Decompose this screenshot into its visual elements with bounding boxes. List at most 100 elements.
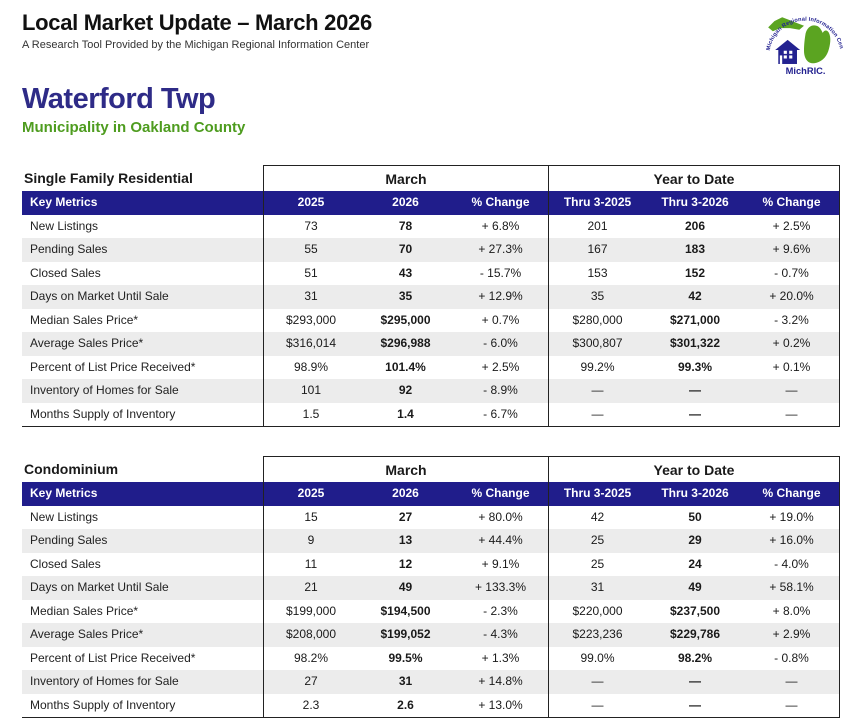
metric-value: - 6.7%: [483, 406, 518, 421]
metric-value: 42: [548, 505, 646, 529]
metric-value: - 6.0%: [453, 332, 548, 356]
metric-value: —: [744, 379, 840, 403]
metric-value: + 0.2%: [744, 332, 840, 356]
metric-value: - 4.0%: [744, 552, 840, 576]
metric-value: 1.4: [397, 406, 414, 421]
metric-value: $223,236: [548, 623, 646, 647]
table-section-title: Single Family Residential: [24, 170, 193, 186]
metric-value: - 0.7%: [744, 261, 840, 285]
michric-logo: Michigan Regional Information Center Mic…: [763, 0, 844, 78]
metric-value: + 9.6%: [744, 238, 840, 262]
metric-value: 49: [358, 576, 453, 600]
report-subtitle: A Research Tool Provided by the Michigan…: [22, 39, 370, 51]
metric-value: 51: [263, 261, 358, 285]
metric-value: 78: [398, 218, 413, 233]
metric-value: 70: [358, 238, 453, 262]
metric-value: + 27.3%: [453, 238, 548, 262]
metric-value: - 2.3%: [483, 603, 518, 618]
metric-value: + 44.4%: [453, 529, 548, 553]
metric-value: 31: [263, 285, 358, 309]
metric-value: $301,322: [646, 332, 744, 356]
metric-value: 2.6: [397, 697, 414, 712]
column-header-pct-change: % Change: [453, 482, 548, 506]
metric-value: —: [646, 379, 744, 403]
metric-value: —: [548, 402, 646, 426]
metric-label: Average Sales Price*: [22, 332, 263, 356]
metric-value: —: [744, 402, 840, 426]
metric-value: + 0.7%: [481, 312, 520, 327]
metric-value: 101.4%: [385, 359, 426, 374]
metric-value: —: [646, 670, 744, 694]
metric-value: $280,000: [548, 308, 646, 332]
metric-value: 99.5%: [388, 650, 423, 665]
metric-value: + 9.1%: [481, 556, 520, 571]
metric-value: 9: [263, 529, 358, 553]
metric-value: $199,000: [263, 599, 358, 623]
metric-value: 98.2%: [677, 650, 713, 665]
metric-value: 98.2%: [263, 646, 358, 670]
metric-value: $194,500: [380, 603, 431, 618]
metric-value: 152: [684, 265, 706, 280]
metric-value: 35: [548, 285, 646, 309]
metric-value: 15: [263, 505, 358, 529]
metric-label: Inventory of Homes for Sale: [22, 670, 263, 694]
municipality-subtitle: Municipality in Oakland County: [22, 119, 246, 136]
metric-value: $208,000: [263, 623, 358, 647]
metric-value: —: [548, 670, 646, 694]
metric-value: + 58.1%: [744, 576, 840, 600]
metric-value: 99.3%: [677, 359, 713, 374]
group-header-year-to-date: Year to Date: [548, 456, 840, 482]
metric-value: - 0.8%: [744, 646, 840, 670]
group-header-march: March: [263, 456, 548, 482]
metric-value: —: [548, 693, 646, 717]
metric-value: - 3.2%: [744, 308, 840, 332]
metric-label: Average Sales Price*: [22, 623, 263, 647]
report-title: Local Market Update – March 2026: [22, 10, 372, 35]
metric-value: + 19.0%: [744, 505, 840, 529]
metric-label: Percent of List Price Received*: [30, 359, 196, 374]
column-header-thru-2025: Thru 3-2025: [548, 191, 646, 215]
key-metrics-header: Key Metrics: [22, 482, 263, 506]
metric-value: $300,807: [548, 332, 646, 356]
metric-value: $237,500: [669, 603, 721, 618]
metric-value: 13: [358, 529, 453, 553]
metric-label: Percent of List Price Received*: [30, 650, 196, 665]
metric-value: 183: [646, 238, 744, 262]
metric-value: + 80.0%: [478, 509, 523, 524]
metric-label: Months Supply of Inventory: [30, 406, 176, 421]
metric-value: —: [689, 697, 701, 712]
metric-value: 29: [646, 529, 744, 553]
metric-value: 153: [548, 261, 646, 285]
metric-value: 24: [688, 556, 702, 571]
group-header-year-to-date: Year to Date: [548, 165, 840, 191]
metric-value: 92: [358, 379, 453, 403]
metric-value: + 14.8%: [453, 670, 548, 694]
metric-value: 31: [358, 670, 453, 694]
metric-value: $199,052: [358, 623, 453, 647]
metric-value: + 6.8%: [481, 218, 520, 233]
metric-value: + 2.9%: [744, 623, 840, 647]
metric-value: $229,786: [646, 623, 744, 647]
metric-label: New Listings: [30, 509, 99, 524]
metric-value: 1.5: [263, 402, 358, 426]
metric-value: 27: [263, 670, 358, 694]
metric-label: Median Sales Price*: [30, 312, 139, 327]
metric-value: + 2.5%: [481, 359, 520, 374]
metric-label: Months Supply of Inventory: [30, 697, 176, 712]
column-header-2026: 2026: [358, 482, 453, 506]
metric-label: Days on Market Until Sale: [22, 576, 263, 600]
metric-value: 99.2%: [548, 355, 646, 379]
metric-value: 42: [646, 285, 744, 309]
metric-value: $296,988: [358, 332, 453, 356]
metric-label: New Listings: [30, 218, 99, 233]
metric-value: 2.3: [263, 693, 358, 717]
metric-value: $316,014: [263, 332, 358, 356]
metric-value: 21: [263, 576, 358, 600]
metric-value: —: [744, 693, 840, 717]
group-header-march: March: [263, 165, 548, 191]
metric-value: + 1.3%: [481, 650, 520, 665]
metric-value: - 8.9%: [453, 379, 548, 403]
column-header-2025: 2025: [263, 191, 358, 215]
metric-label: Median Sales Price*: [30, 603, 139, 618]
column-header-ytd-pct-change: % Change: [744, 191, 840, 215]
